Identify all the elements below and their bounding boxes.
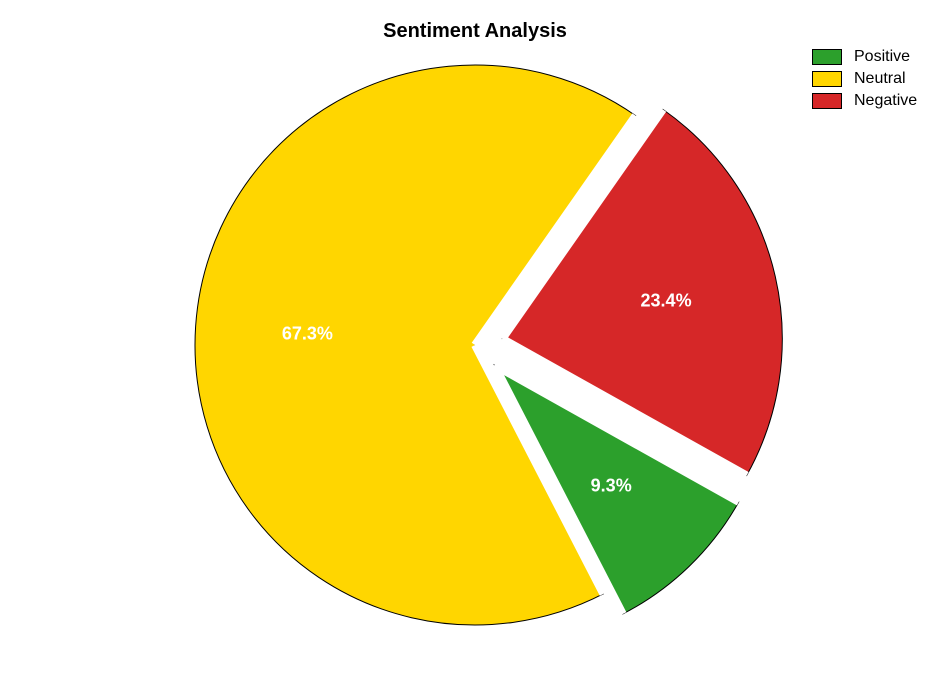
legend-label: Positive	[854, 48, 910, 66]
slice-label-positive: 9.3%	[591, 475, 632, 496]
pie-chart	[135, 5, 815, 685]
legend-item-neutral: Neutral	[812, 70, 917, 88]
legend-item-positive: Positive	[812, 48, 917, 66]
slice-label-neutral: 67.3%	[282, 323, 333, 344]
legend-swatch	[812, 93, 842, 109]
legend-item-negative: Negative	[812, 92, 917, 110]
slice-label-negative: 23.4%	[641, 291, 692, 312]
legend-label: Negative	[854, 92, 917, 110]
legend-label: Neutral	[854, 70, 906, 88]
legend: Positive Neutral Negative	[812, 48, 917, 114]
legend-swatch	[812, 49, 842, 65]
legend-swatch	[812, 71, 842, 87]
